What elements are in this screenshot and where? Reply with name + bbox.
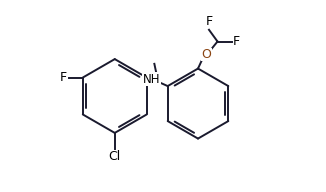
Text: F: F [233,35,240,48]
Text: NH: NH [143,73,160,86]
Text: F: F [205,15,213,27]
Text: O: O [201,48,212,61]
Text: Cl: Cl [109,151,121,164]
Text: F: F [60,71,67,84]
